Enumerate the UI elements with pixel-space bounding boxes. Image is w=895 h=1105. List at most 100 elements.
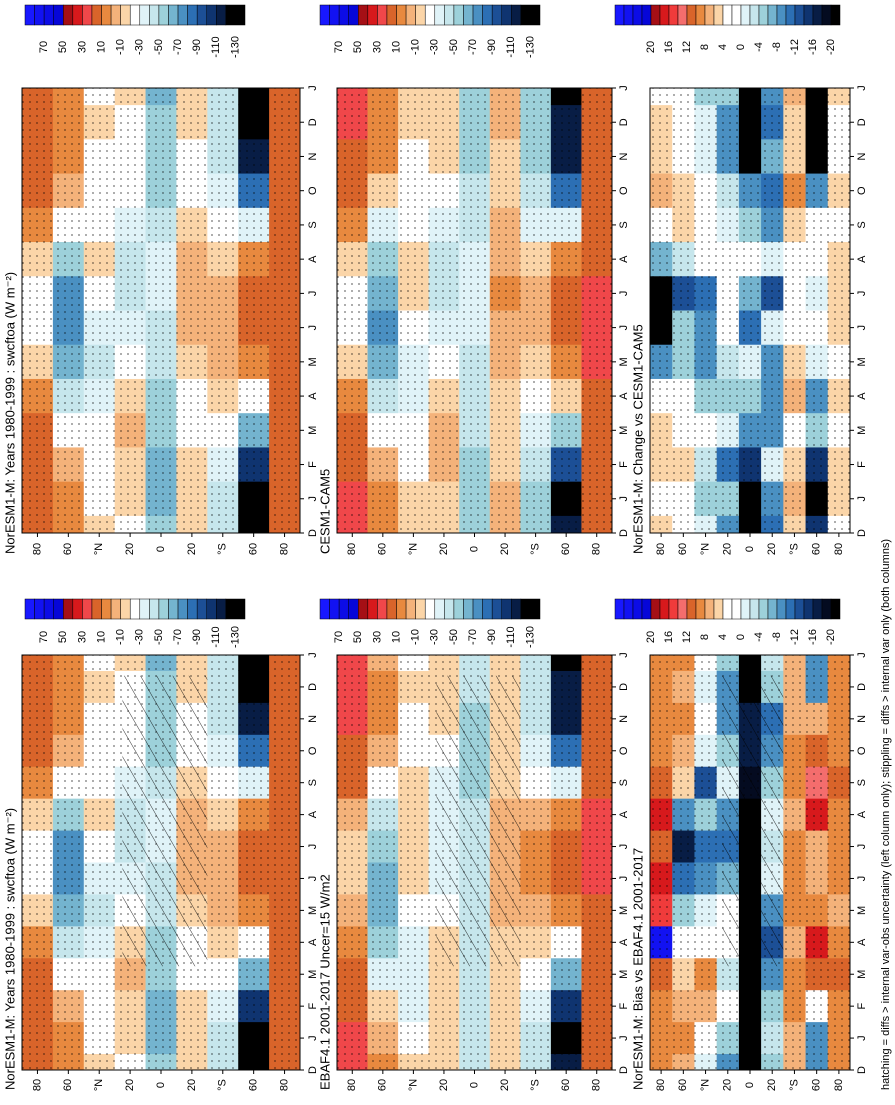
colorbar-box bbox=[91, 4, 102, 26]
y-tick-label: °S bbox=[530, 543, 542, 555]
colorbar-label: 0 bbox=[735, 634, 747, 640]
x-tick-label: A bbox=[618, 810, 630, 818]
x-tick-label: D bbox=[856, 683, 868, 691]
x-tick-label: A bbox=[307, 938, 319, 946]
x-tick-label: J bbox=[618, 291, 630, 297]
y-tick-label: 20 bbox=[499, 1079, 511, 1091]
colorbar-label: -110 bbox=[505, 36, 517, 57]
colorbar-label: 70 bbox=[333, 631, 345, 643]
y-tick-label: °S bbox=[788, 543, 800, 555]
colorbar-box bbox=[187, 598, 198, 620]
panel-title: NorESM1-M: Years 1980-1999 : swcftoa (W … bbox=[2, 808, 17, 1090]
y-tick-label: 60 bbox=[377, 543, 389, 555]
colorbar-box bbox=[168, 4, 179, 26]
hatching bbox=[122, 675, 208, 967]
y-tick-label: 20 bbox=[722, 1079, 734, 1091]
colorbar-label: -70 bbox=[467, 39, 479, 55]
colorbar-box bbox=[482, 598, 493, 620]
colorbar-box bbox=[158, 598, 169, 620]
y-tick-label: 60 bbox=[62, 1079, 74, 1091]
colorbar-box bbox=[740, 4, 751, 26]
x-tick-label: N bbox=[618, 715, 630, 723]
colorbar-label: -110 bbox=[210, 36, 222, 57]
colorbar-box bbox=[501, 598, 512, 620]
x-tick-label: M bbox=[618, 970, 630, 979]
x-tick-label: D bbox=[307, 683, 319, 691]
colorbar-label: 4 bbox=[717, 634, 729, 640]
colorbar-box bbox=[206, 598, 217, 620]
y-tick-label: 80 bbox=[591, 543, 603, 555]
colorbar-label: -10 bbox=[410, 39, 422, 55]
colorbar-box bbox=[367, 598, 378, 620]
colorbar-box bbox=[511, 598, 522, 620]
colorbar-label: -50 bbox=[153, 629, 165, 645]
x-tick-label: A bbox=[856, 255, 868, 263]
colorbar-box bbox=[520, 598, 541, 620]
x-tick-label: D bbox=[856, 529, 868, 537]
colorbar-label: -50 bbox=[448, 629, 460, 645]
colorbar-box bbox=[614, 4, 625, 26]
x-tick-label: A bbox=[856, 392, 868, 400]
colorbar-label: -50 bbox=[153, 39, 165, 55]
colorbar-box bbox=[767, 4, 778, 26]
colorbar-label: 10 bbox=[390, 631, 402, 643]
colorbar-label: 8 bbox=[699, 44, 711, 50]
colorbar-box bbox=[758, 598, 769, 620]
colorbar-label: 50 bbox=[352, 41, 364, 53]
colorbar-label: -8 bbox=[771, 42, 783, 52]
y-tick-label: °S bbox=[217, 543, 229, 555]
y-tick-label: 80 bbox=[833, 543, 845, 555]
x-tick-label: A bbox=[856, 938, 868, 946]
x-tick-label: F bbox=[856, 461, 868, 468]
colorbar-box bbox=[43, 598, 54, 620]
hatching bbox=[722, 675, 784, 967]
colorbar-label: -30 bbox=[429, 39, 441, 55]
colorbar-box bbox=[149, 4, 160, 26]
x-tick-label: O bbox=[618, 186, 630, 195]
x-tick-label: J bbox=[856, 496, 868, 502]
colorbar-box bbox=[668, 4, 679, 26]
panel-title: NorESM1-M: Bias vs EBAF4.1 2001-2017 bbox=[630, 848, 645, 1090]
y-tick-label: °N bbox=[93, 1079, 105, 1091]
y-tick-label: °N bbox=[93, 543, 105, 555]
colorbar-box bbox=[695, 598, 706, 620]
colorbar-box bbox=[472, 4, 483, 26]
y-tick-label: 60 bbox=[677, 543, 689, 555]
x-tick-label: J bbox=[856, 1035, 868, 1041]
colorbar-box bbox=[463, 4, 474, 26]
colorbar-box bbox=[319, 598, 330, 620]
colorbar-box bbox=[82, 4, 93, 26]
colorbar-box bbox=[713, 4, 724, 26]
colorbar-box bbox=[713, 598, 724, 620]
y-tick-label: 0 bbox=[744, 546, 756, 552]
colorbar-box bbox=[110, 4, 121, 26]
colorbar-label: -20 bbox=[825, 39, 837, 55]
colorbar-box bbox=[101, 598, 112, 620]
x-tick-label: J bbox=[618, 844, 630, 850]
colorbar-box bbox=[794, 4, 805, 26]
panel-title: CESM1-CAM5 bbox=[317, 469, 332, 554]
x-tick-label: N bbox=[856, 715, 868, 723]
x-tick-label: D bbox=[618, 1066, 630, 1074]
colorbar-box bbox=[82, 598, 93, 620]
y-tick-label: 60 bbox=[248, 543, 260, 555]
colorbar-box bbox=[329, 598, 340, 620]
colorbar-box bbox=[434, 4, 445, 26]
x-tick-label: D bbox=[856, 118, 868, 126]
colorbar-box bbox=[803, 598, 814, 620]
x-tick-label: A bbox=[618, 938, 630, 946]
x-tick-label: J bbox=[856, 85, 868, 91]
x-tick-label: D bbox=[618, 529, 630, 537]
y-tick-label: 60 bbox=[560, 1079, 572, 1091]
colorbar-box bbox=[386, 4, 397, 26]
colorbar-label: 50 bbox=[57, 41, 69, 53]
colorbar-box bbox=[472, 598, 483, 620]
colorbar-box bbox=[641, 598, 652, 620]
y-tick-label: 60 bbox=[62, 543, 74, 555]
colorbar-box bbox=[623, 598, 634, 620]
colorbar-box bbox=[668, 598, 679, 620]
y-tick-label: 0 bbox=[744, 1082, 756, 1088]
y-tick-label: 20 bbox=[766, 543, 778, 555]
x-tick-label: S bbox=[856, 779, 868, 786]
colorbar-label: -12 bbox=[789, 39, 801, 55]
